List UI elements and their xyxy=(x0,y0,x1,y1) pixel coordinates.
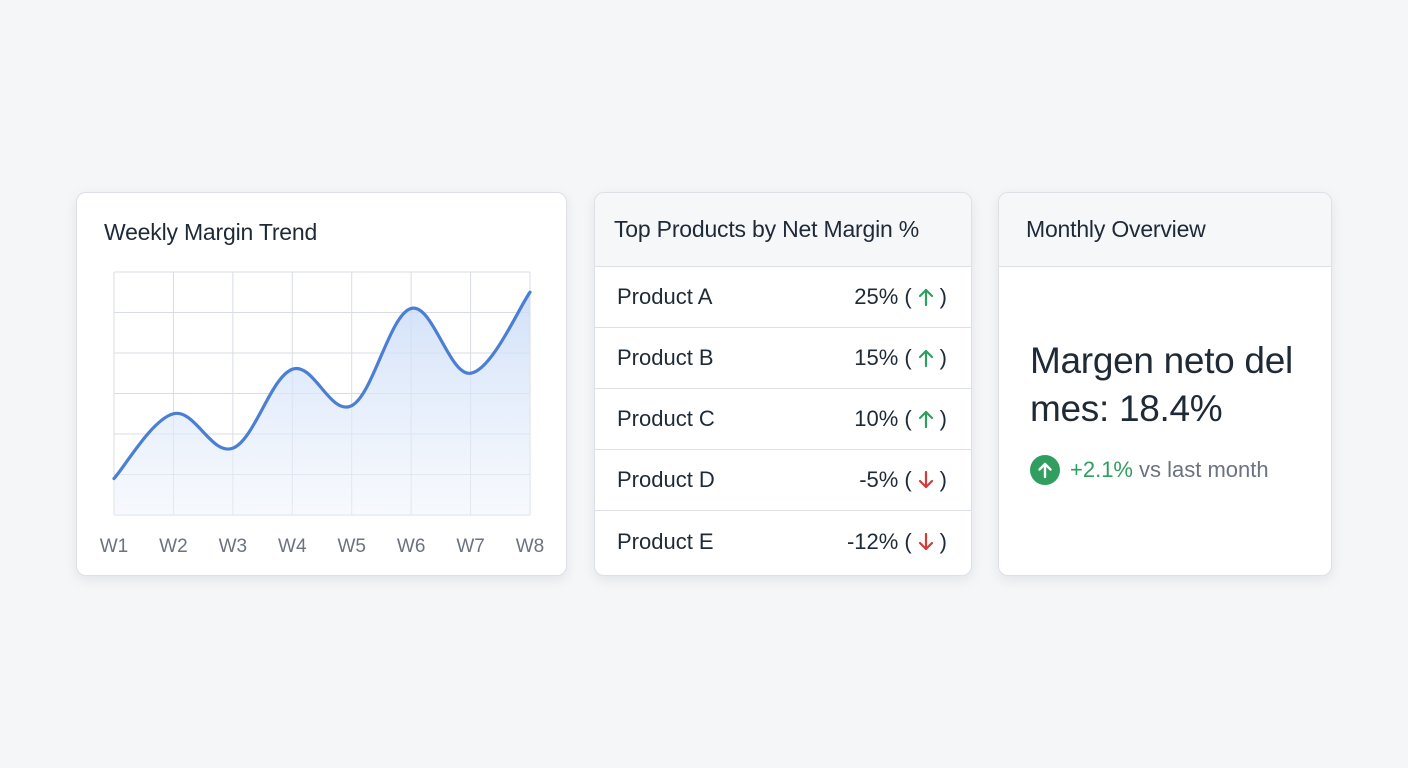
x-tick-label: W7 xyxy=(456,536,485,557)
arrow-up-icon xyxy=(912,287,940,307)
trend-card-title: Weekly Margin Trend xyxy=(104,219,318,245)
month-change-label: vs last month xyxy=(1139,457,1269,482)
product-name: Product E xyxy=(617,528,714,554)
overview-body: Margen neto del mes: 18.4% +2.1% vs last… xyxy=(999,267,1331,485)
paren-close: ) xyxy=(939,284,947,309)
product-margin-value: 15% xyxy=(854,345,899,370)
paren-close: ) xyxy=(939,406,947,431)
product-name: Product B xyxy=(617,345,714,370)
paren-open: ( xyxy=(904,467,912,492)
product-list: Product A 25%() Product B 15%() Product C 10%… xyxy=(595,267,971,572)
product-margin-value: -5% xyxy=(859,467,899,492)
paren-open: ( xyxy=(904,284,912,309)
margin-line xyxy=(112,290,532,481)
x-tick-label: W4 xyxy=(278,536,307,557)
product-margin-value: 10% xyxy=(854,406,899,431)
paren-open: ( xyxy=(904,345,912,370)
product-row: Product D -5%() xyxy=(595,450,971,511)
paren-close: ) xyxy=(939,528,947,554)
x-tick-label: W8 xyxy=(516,536,545,557)
paren-close: ) xyxy=(939,345,947,370)
paren-close: ) xyxy=(939,467,947,492)
product-margin-value: 25% xyxy=(854,284,899,309)
product-margin: 25%() xyxy=(854,284,947,310)
arrow-down-icon xyxy=(912,470,940,490)
arrow-up-icon xyxy=(912,409,940,429)
product-margin: 15%() xyxy=(854,345,947,371)
monthly-overview-card: Monthly Overview Margen neto del mes: 18… xyxy=(998,192,1332,576)
products-card-title: Top Products by Net Margin % xyxy=(595,193,971,267)
x-tick-label: W1 xyxy=(100,536,129,557)
x-tick-label: W6 xyxy=(397,536,426,557)
paren-open: ( xyxy=(904,528,912,554)
arrow-up-circle-icon xyxy=(1030,455,1060,485)
month-change-line: +2.1% vs last month xyxy=(1030,455,1331,485)
product-row: Product E -12%() xyxy=(595,511,971,572)
arrow-down-icon xyxy=(912,532,940,552)
product-margin-value: -12% xyxy=(846,528,899,554)
product-name: Product C xyxy=(617,406,715,431)
product-name: Product D xyxy=(617,467,715,492)
x-tick-label: W5 xyxy=(337,536,366,557)
overview-card-title: Monthly Overview xyxy=(999,193,1331,267)
month-change-value: +2.1% xyxy=(1070,457,1133,482)
x-tick-label: W3 xyxy=(219,536,248,557)
net-margin-headline: Margen neto del mes: 18.4% xyxy=(1030,340,1293,429)
product-margin: -5%() xyxy=(859,467,947,493)
product-row: Product A 25%() xyxy=(595,267,971,328)
weekly-margin-trend-card: Weekly Margin Trend W1 W2 W3 W4 W5 W6 W7 W8 xyxy=(76,192,567,576)
arrow-up-icon xyxy=(912,348,940,368)
product-row: Product B 15%() xyxy=(595,328,971,389)
product-margin: 10%() xyxy=(854,406,947,432)
top-products-card: Top Products by Net Margin % Product A 25… xyxy=(594,192,972,576)
x-tick-label: W2 xyxy=(159,536,188,557)
product-name: Product A xyxy=(617,284,713,309)
margin-area xyxy=(114,292,530,515)
product-row: Product C 10%() xyxy=(595,389,971,450)
margin-trend-chart: W1 W2 W3 W4 W5 W6 W7 W8 xyxy=(100,271,545,557)
paren-open: ( xyxy=(904,406,912,431)
product-margin: -12%() xyxy=(847,529,947,555)
